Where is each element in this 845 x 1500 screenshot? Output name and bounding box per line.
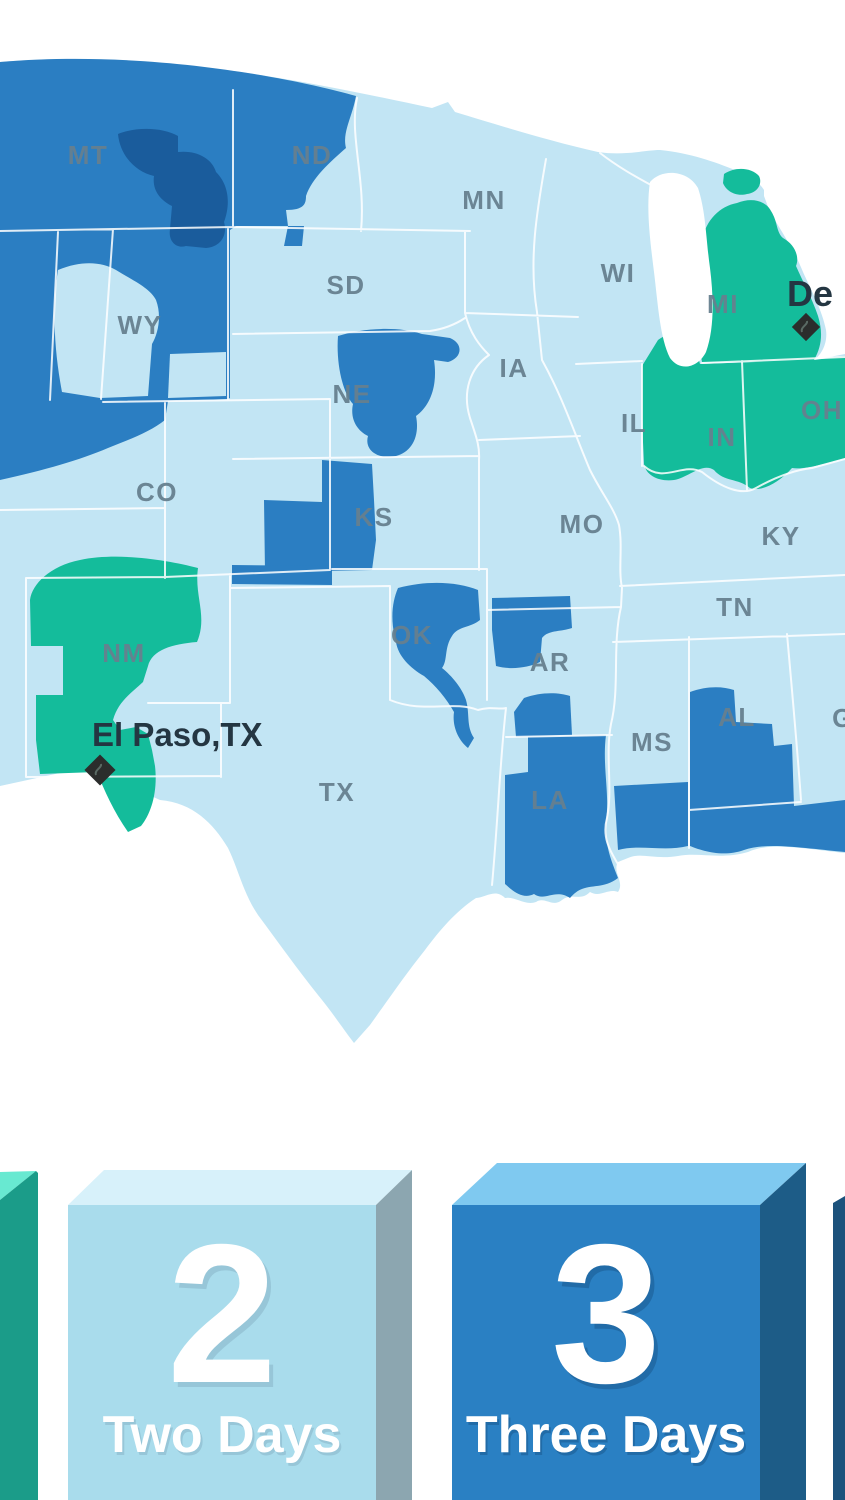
three-days-side-face xyxy=(760,1163,806,1500)
location-diamond-icon xyxy=(791,312,821,342)
region-three-day-kansas xyxy=(264,460,376,572)
state-borders xyxy=(0,89,845,886)
state-label-ar: AR xyxy=(530,647,571,677)
three-days-label: Three Days xyxy=(466,1406,746,1464)
city-marker-label: El Paso,TX xyxy=(92,716,263,753)
state-label-ne: NE xyxy=(332,379,371,409)
region-three-day-nebraska xyxy=(337,328,460,457)
state-label-g: G xyxy=(832,703,845,733)
state-label-ia: IA xyxy=(500,353,529,383)
two-days-side-face xyxy=(376,1170,412,1500)
region-two-day-wyoming-se-patch xyxy=(168,352,226,398)
two-days-number-shadow: 2 xyxy=(171,1208,281,1429)
state-label-la: LA xyxy=(531,785,569,815)
state-label-nd: ND xyxy=(292,140,333,170)
state-label-al: AL xyxy=(718,702,756,732)
region-three-day-arkansas-south xyxy=(514,693,572,737)
region-one-day-group xyxy=(30,168,845,832)
three-days-number-shadow: 3 xyxy=(555,1208,665,1429)
marker-logo-glyph xyxy=(94,763,103,776)
legend: 2 2 Two Days Two Days 3 3 Three Days Thr… xyxy=(0,1163,845,1500)
four-days-front-face xyxy=(833,1196,845,1500)
city-markers: El Paso,TX De xyxy=(84,273,833,786)
state-label-il: IL xyxy=(621,408,647,438)
state-label-tx: TX xyxy=(319,777,355,807)
region-one-day-new-mexico xyxy=(30,556,202,832)
region-three-day-alabama-gulf xyxy=(690,687,845,854)
two-days-top-face xyxy=(68,1170,412,1205)
state-label-ks: KS xyxy=(354,502,393,532)
two-days-number: 2 xyxy=(167,1203,277,1424)
region-three-day-ok-panhandle xyxy=(232,565,332,585)
legend-block-one-day xyxy=(0,1171,38,1500)
state-label-in: IN xyxy=(708,422,737,452)
region-one-day-michigan xyxy=(696,200,822,362)
state-label-nm: NM xyxy=(102,638,145,668)
marker-logo-glyph xyxy=(800,320,809,333)
state-label-sd: SD xyxy=(326,270,365,300)
map-landmass: MT ND MN WI MI SD WY NE IA IL IN OH CO KS MO KY NM OK AR TN… xyxy=(0,58,845,1043)
state-labels: MT ND MN WI MI SD WY NE IA IL IN OH CO KS MO KY NM OK AR TN… xyxy=(68,140,845,815)
state-label-wy: WY xyxy=(118,310,163,340)
three-days-number: 3 xyxy=(551,1203,661,1424)
state-label-ms: MS xyxy=(631,727,673,757)
state-label-ok: OK xyxy=(391,620,433,650)
state-label-mi: MI xyxy=(707,289,739,319)
state-label-mt: MT xyxy=(68,140,109,170)
region-four-day-montana xyxy=(118,128,228,248)
state-label-mo: MO xyxy=(560,509,605,539)
legend-block-four-days xyxy=(833,1196,845,1500)
city-marker-label: De xyxy=(787,273,833,314)
three-days-label-shadow: Three Days xyxy=(468,1409,748,1467)
three-days-front-face xyxy=(452,1205,760,1500)
two-days-label: Two Days xyxy=(103,1406,342,1464)
region-one-day-up-tip xyxy=(723,168,761,195)
legend-block-three-days: 3 3 Three Days Three Days xyxy=(452,1163,806,1500)
state-label-mn: MN xyxy=(462,185,505,215)
three-days-top-face xyxy=(452,1163,806,1205)
two-days-front-face xyxy=(68,1205,376,1500)
state-label-oh: OH xyxy=(801,395,843,425)
city-marker-group: De xyxy=(787,273,833,342)
state-label-tn: TN xyxy=(716,592,754,622)
state-label-wi: WI xyxy=(601,258,636,288)
region-three-day-louisiana xyxy=(505,735,618,898)
one-day-side-face xyxy=(0,1171,38,1500)
lake-michigan xyxy=(648,172,713,367)
legend-block-two-days: 2 2 Two Days Two Days xyxy=(68,1170,412,1500)
two-days-label-shadow: Two Days xyxy=(105,1409,344,1467)
region-three-day-mississippi-south xyxy=(614,782,688,850)
region-three-day-arkansas-north xyxy=(492,596,572,669)
region-three-day-nd-tab xyxy=(284,226,304,246)
state-label-co: CO xyxy=(136,477,178,507)
state-label-ky: KY xyxy=(761,521,800,551)
